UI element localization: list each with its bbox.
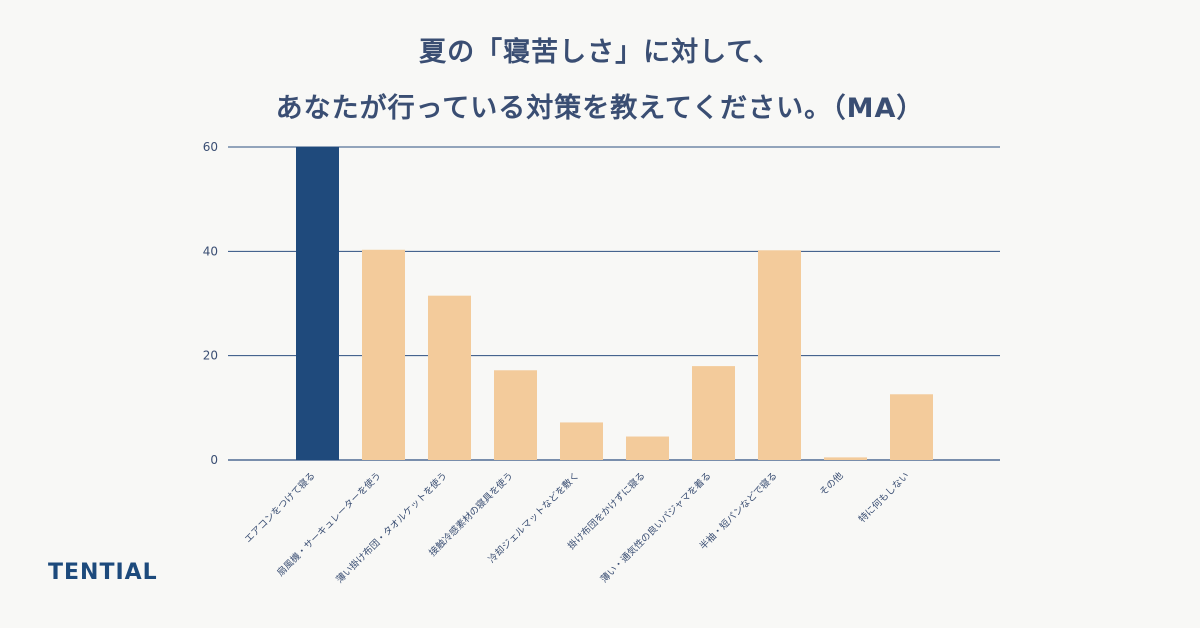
brand-logo: TENTIAL xyxy=(48,560,158,585)
chart-title-line-2: あなたが行っている対策を教えてください。（MA） xyxy=(275,93,925,124)
x-tick-label: 薄い掛け布団・タオルケットを使う xyxy=(334,470,450,586)
bar xyxy=(890,394,933,460)
bar xyxy=(494,370,537,460)
x-tick-label: 薄い・通気性の良いパジャマを着る xyxy=(598,470,714,586)
bar xyxy=(626,436,669,460)
bar xyxy=(824,457,867,460)
y-tick-label: 0 xyxy=(210,453,218,467)
bar xyxy=(758,250,801,460)
bar xyxy=(560,422,603,460)
x-tick-label: 特に何もしない xyxy=(856,470,912,526)
x-tick-label: その他 xyxy=(817,469,846,498)
bar xyxy=(428,295,471,460)
y-tick-label: 40 xyxy=(203,244,218,258)
bar xyxy=(692,366,735,460)
bar xyxy=(362,249,405,460)
y-tick-label: 20 xyxy=(203,349,218,363)
bar xyxy=(296,147,339,460)
x-tick-label: エアコンをつけて寝る xyxy=(242,470,318,546)
chart-title-line-1: 夏の「寝苦しさ」に対して、 xyxy=(419,37,781,68)
x-tick-label: 扇風機・サーキュレーターを使う xyxy=(275,470,384,579)
y-tick-label: 60 xyxy=(203,140,218,154)
